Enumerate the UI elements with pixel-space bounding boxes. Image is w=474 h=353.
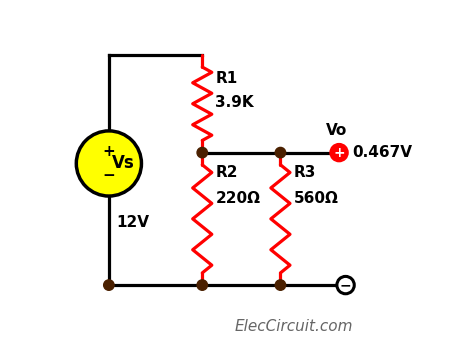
Text: R2: R2 — [215, 164, 238, 180]
Text: 0.467V: 0.467V — [352, 145, 412, 160]
Text: Vs: Vs — [112, 155, 135, 173]
Text: R3: R3 — [293, 164, 316, 180]
Circle shape — [197, 148, 208, 158]
Circle shape — [330, 144, 348, 161]
Circle shape — [197, 280, 208, 290]
Text: 12V: 12V — [117, 215, 150, 229]
Text: −: − — [340, 278, 351, 292]
Text: ElecCircuit.com: ElecCircuit.com — [234, 319, 353, 334]
Text: −: − — [102, 168, 115, 183]
Text: Vo: Vo — [326, 124, 347, 138]
Circle shape — [275, 280, 286, 290]
Circle shape — [104, 280, 114, 290]
Text: +: + — [333, 146, 345, 160]
Text: +: + — [102, 144, 115, 159]
Text: R1: R1 — [215, 71, 237, 86]
Circle shape — [337, 276, 354, 294]
Text: 3.9K: 3.9K — [215, 95, 254, 110]
Text: 560Ω: 560Ω — [293, 191, 338, 206]
Text: 220Ω: 220Ω — [215, 191, 260, 206]
Circle shape — [76, 131, 141, 196]
Circle shape — [275, 148, 286, 158]
